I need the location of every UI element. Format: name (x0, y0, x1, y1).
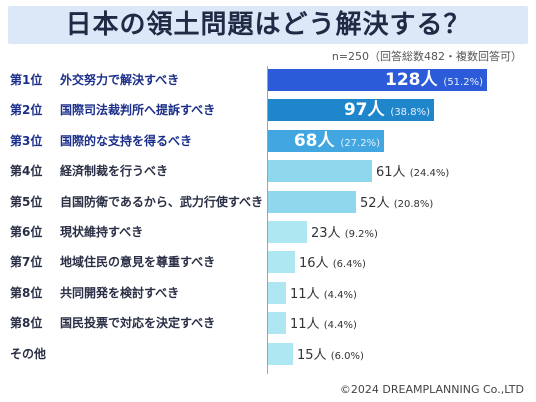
rank-label: 第2位 (10, 103, 43, 117)
value-percent: (4.4%) (323, 320, 357, 331)
value-count: 23人 (311, 226, 345, 241)
value-count: 52人 (360, 196, 394, 211)
chart-title: 日本の領土問題はどう解決する？ (65, 10, 471, 40)
rank-label: 第6位 (10, 225, 43, 239)
category-label: 国民投票で対応を決定すべき (60, 316, 216, 330)
chart-row: 第4位 経済制裁を行うべき 61人 (24.4%) (0, 160, 536, 182)
category-label: その他 (10, 347, 47, 361)
bar (267, 191, 356, 213)
value-label: 11人 (4.4%) (290, 282, 357, 304)
value-count: 11人 (290, 317, 324, 332)
bar (267, 221, 307, 243)
category-label: 自国防衛であるから、武力行使すべき (60, 195, 264, 209)
rank-label: 第8位 (10, 286, 43, 300)
category-label: 地域住民の意見を尊重すべき (60, 255, 216, 269)
rank-label: 第4位 (10, 164, 43, 178)
bar (267, 160, 372, 182)
rank-label: 第3位 (10, 134, 43, 148)
chart-row: 第8位 共同開発を検討すべき 11人 (4.4%) (0, 282, 536, 304)
value-label: 52人 (20.8%) (360, 191, 433, 213)
chart-row: 第1位 外交努力で解決すべき 128人 (51.2%) (0, 69, 536, 91)
bar (267, 251, 295, 273)
value-count: 128人 (385, 70, 444, 90)
bar (267, 312, 286, 334)
copyright-text: ©2024 DREAMPLANNING Co.,LTD (339, 383, 524, 396)
category-label: 共同開発を検討すべき (60, 286, 180, 300)
value-label: 68人 (27.2%) (294, 130, 380, 152)
value-percent: (27.2%) (340, 138, 380, 149)
value-percent: (9.2%) (344, 229, 378, 240)
value-count: 16人 (299, 256, 333, 271)
chart-row: 第2位 国際司法裁判所へ提訴すべき 97人 (38.8%) (0, 99, 536, 121)
bar (267, 69, 487, 91)
value-percent: (38.8%) (390, 107, 430, 118)
value-label: 61人 (24.4%) (376, 160, 449, 182)
bar (267, 282, 286, 304)
chart-row: 第3位 国際的な支持を得るべき 68人 (27.2%) (0, 130, 536, 152)
chart-row: 第5位 自国防衛であるから、武力行使すべき 52人 (20.8%) (0, 191, 536, 213)
value-percent: (51.2%) (443, 77, 483, 88)
chart-row: その他 15人 (6.0%) (0, 343, 536, 365)
rank-label: 第7位 (10, 255, 43, 269)
value-label: 15人 (6.0%) (297, 343, 364, 365)
category-label: 経済制裁を行うべき (60, 164, 169, 178)
value-count: 15人 (297, 348, 331, 363)
value-percent: (24.4%) (409, 168, 450, 179)
bar (267, 343, 293, 365)
category-label: 外交努力で解決すべき (60, 73, 180, 87)
value-label: 11人 (4.4%) (290, 312, 357, 334)
sample-size-note: n=250（回答総数482・複数回答可） (331, 50, 522, 63)
value-count: 61人 (376, 165, 410, 180)
value-label: 97人 (38.8%) (344, 99, 430, 121)
category-label: 現状維持すべき (60, 225, 144, 239)
rank-label: 第8位 (10, 316, 43, 330)
chart-row: 第6位 現状維持すべき 23人 (9.2%) (0, 221, 536, 243)
value-label: 16人 (6.4%) (299, 251, 366, 273)
value-percent: (20.8%) (393, 199, 434, 210)
chart-row: 第7位 地域住民の意見を尊重すべき 16人 (6.4%) (0, 251, 536, 273)
value-percent: (4.4%) (323, 290, 357, 301)
value-count: 11人 (290, 287, 324, 302)
value-percent: (6.0%) (330, 351, 364, 362)
value-count: 68人 (293, 131, 341, 151)
title-band: 日本の領土問題はどう解決する？ (8, 6, 528, 44)
rank-label: 第1位 (10, 73, 43, 87)
bar (267, 130, 384, 152)
rank-label: 第5位 (10, 195, 43, 209)
category-label: 国際司法裁判所へ提訴すべき (60, 103, 216, 117)
chart-axis-line (267, 66, 268, 374)
chart-row: 第8位 国民投票で対応を決定すべき 11人 (4.4%) (0, 312, 536, 334)
category-label: 国際的な支持を得るべき (60, 134, 193, 148)
value-percent: (6.4%) (332, 259, 366, 270)
value-label: 23人 (9.2%) (311, 221, 378, 243)
value-label: 128人 (51.2%) (385, 69, 483, 91)
value-count: 97人 (343, 100, 391, 120)
bar (267, 99, 434, 121)
